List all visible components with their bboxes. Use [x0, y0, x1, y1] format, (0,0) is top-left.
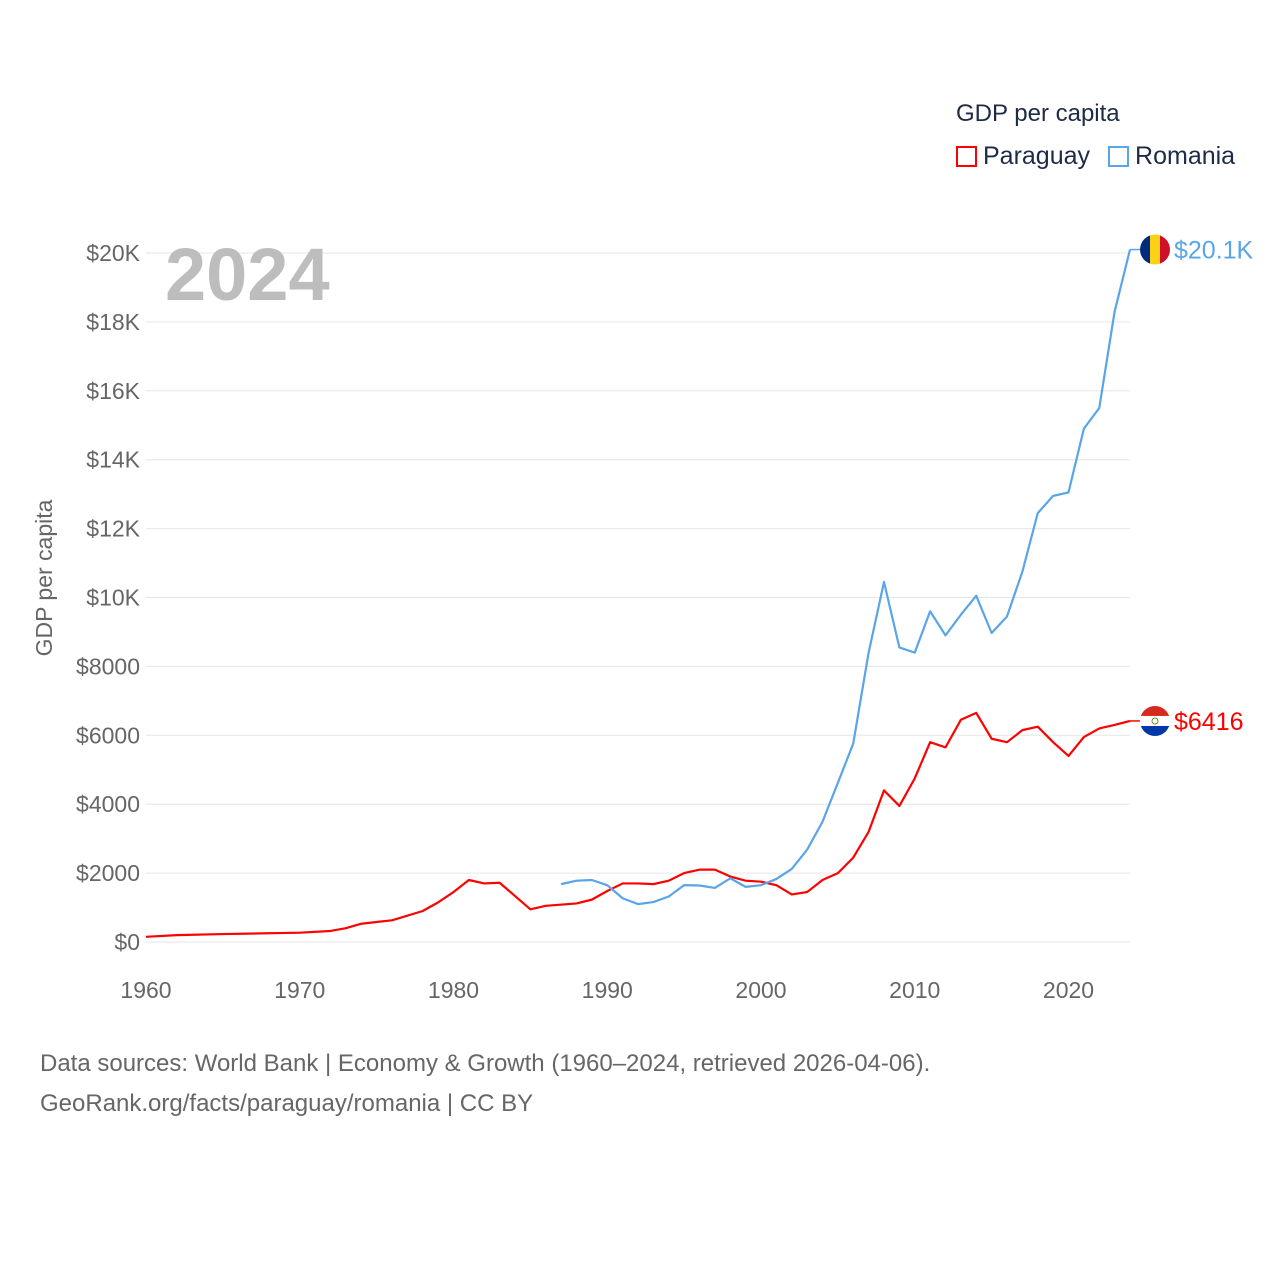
- x-tick-label: 2000: [735, 977, 786, 1003]
- legend-label: Paraguay: [983, 142, 1091, 170]
- legend-title: GDP per capita: [956, 100, 1120, 127]
- y-tick-label: $12K: [86, 516, 140, 542]
- x-tick-label: 1970: [274, 977, 325, 1003]
- y-tick-label: $8000: [76, 653, 140, 679]
- y-axis-label: GDP per capita: [31, 499, 57, 656]
- y-tick-label: $4000: [76, 791, 140, 817]
- legend-item-romania[interactable]: Romania: [1108, 142, 1235, 171]
- legend-swatch: [1108, 146, 1130, 167]
- legend-label: Romania: [1135, 142, 1236, 170]
- y-tick-label: $20K: [86, 240, 140, 266]
- flag-paraguay-icon: [1140, 705, 1170, 716]
- x-tick-label: 2020: [1043, 977, 1094, 1003]
- flag-paraguay-emblem: [1151, 717, 1159, 725]
- end-value-label: $20.1K: [1174, 237, 1254, 265]
- source-line: Data sources: World Bank | Economy & Gro…: [40, 1050, 931, 1077]
- end-value-label: $6416: [1174, 708, 1244, 736]
- y-tick-label: $6000: [76, 722, 140, 748]
- legend-swatch: [956, 146, 977, 167]
- x-tick-label: 1980: [428, 977, 479, 1003]
- year-watermark: 2024: [165, 233, 330, 316]
- y-tick-label: $14K: [86, 447, 140, 473]
- flag-romania-icon: [1160, 234, 1170, 265]
- flag-romania-icon: [1150, 234, 1160, 265]
- source-note: Data sources: World Bank | Economy & Gro…: [40, 1044, 930, 1124]
- source-link[interactable]: GeoRank.org/facts/paraguay/romania | CC …: [40, 1090, 534, 1117]
- flag-paraguay-icon: [1140, 725, 1170, 736]
- legend: Paraguay Romania: [956, 142, 1235, 171]
- y-tick-label: $10K: [86, 585, 140, 611]
- y-tick-label: $0: [114, 929, 140, 955]
- y-tick-label: $2000: [76, 860, 140, 886]
- x-tick-label: 2010: [889, 977, 940, 1003]
- x-tick-label: 1990: [582, 977, 633, 1003]
- flag-paraguay-icon: [1140, 715, 1170, 726]
- series-line-romania: [560, 249, 1132, 906]
- flag-romania-icon: [1140, 234, 1150, 265]
- y-tick-label: $18K: [86, 309, 140, 335]
- series-line-paraguay: [145, 711, 1131, 938]
- legend-item-paraguay[interactable]: Paraguay: [956, 142, 1090, 171]
- x-tick-label: 1960: [120, 977, 171, 1003]
- y-tick-label: $16K: [86, 378, 140, 404]
